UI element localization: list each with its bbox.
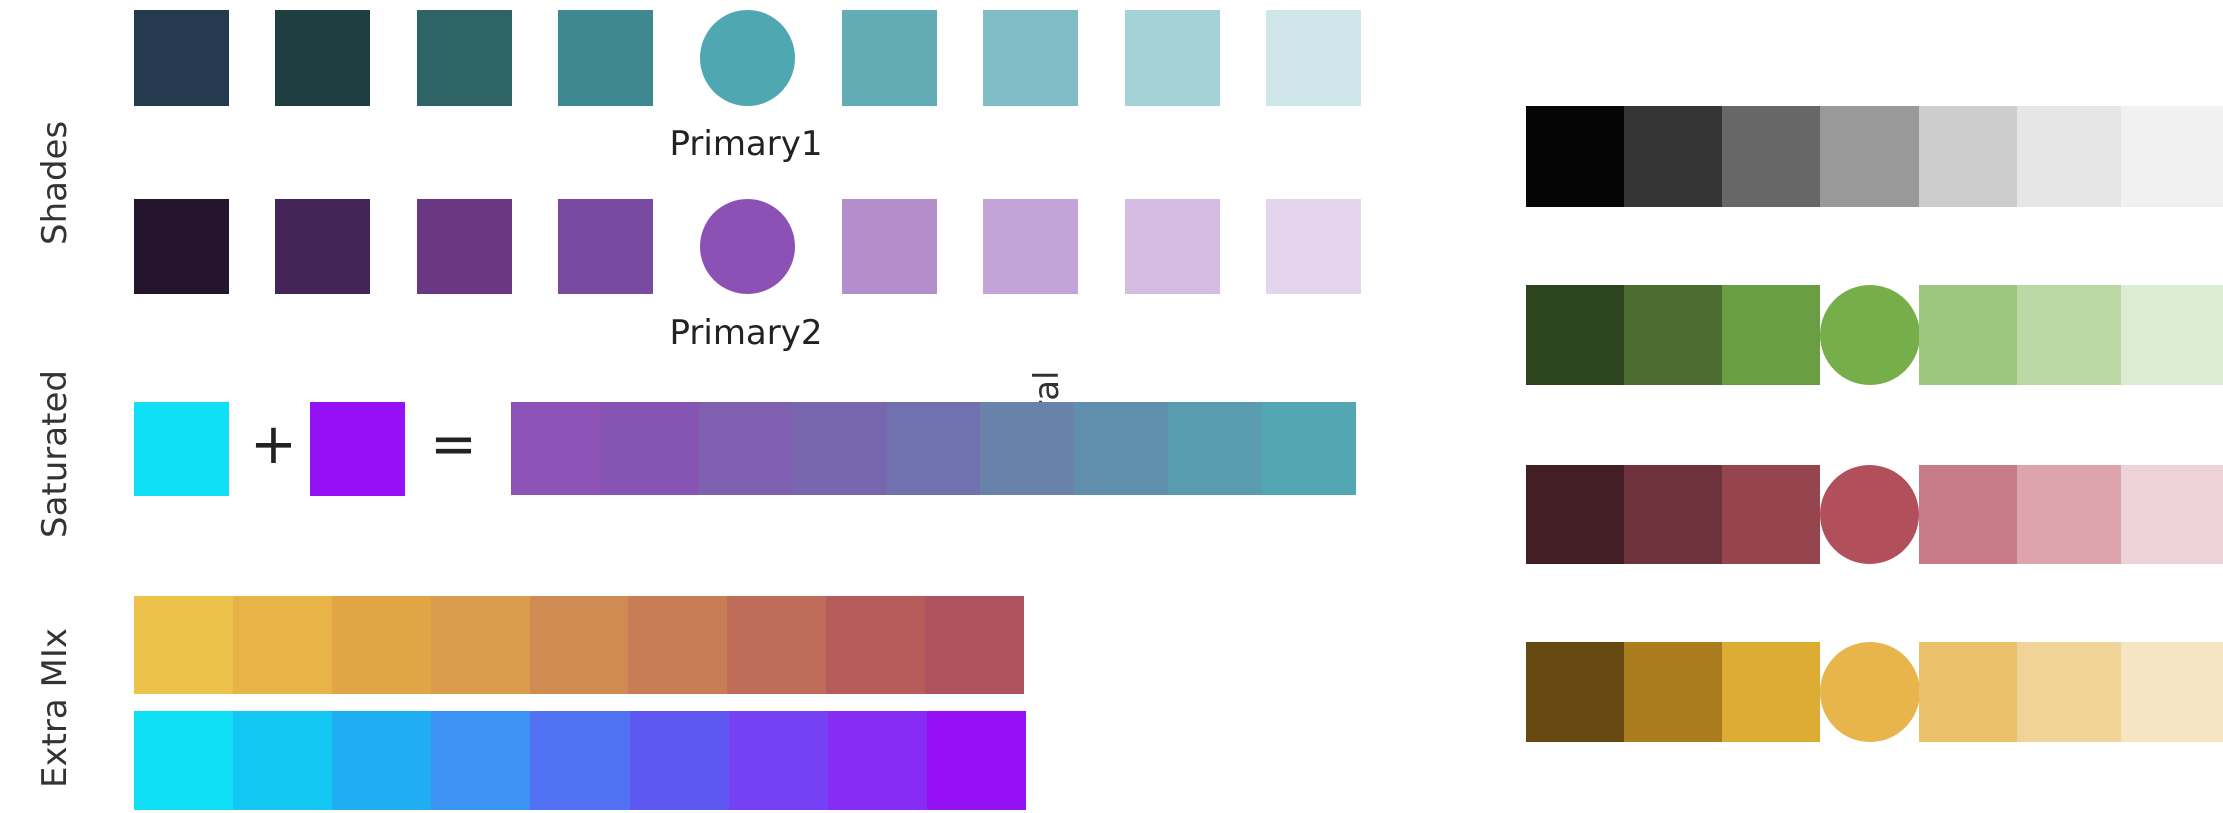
primary1-shade-swatch-4 <box>558 10 653 106</box>
extra-mix-warm-band-4 <box>430 596 530 694</box>
neutral-gray-swatch-5 <box>1919 106 2017 207</box>
saturated-purple-swatch <box>310 402 405 496</box>
primary1-shade-swatch-6 <box>842 10 937 106</box>
extra-mix-cool-band-6 <box>629 711 729 810</box>
saturated-gradient-band-3 <box>698 402 793 495</box>
plus-sign: + <box>250 412 297 477</box>
primary1-shade-swatch-5 <box>700 10 795 106</box>
primary1-shade-swatch-3 <box>417 10 512 106</box>
saturated-label: Saturated <box>35 370 75 538</box>
primary2-shade-swatch-4 <box>558 199 653 294</box>
neutral-red-swatch-5 <box>1919 465 2017 564</box>
saturated-gradient-band-4 <box>792 402 887 495</box>
primary2-shade-swatch-8 <box>1125 199 1220 294</box>
primary1-shade-swatch-7 <box>983 10 1078 106</box>
shades-label: Shades <box>35 120 75 245</box>
saturated-gradient-band-8 <box>1168 402 1263 495</box>
neutral-yellow-swatch-5 <box>1919 642 2017 742</box>
neutral-gray-swatch-7 <box>2121 106 2223 207</box>
neutral-red-swatch-6 <box>2017 465 2121 564</box>
primary2-caption: Primary2 <box>669 313 823 353</box>
neutral-yellow-swatch-1 <box>1526 642 1624 742</box>
neutral-green-swatch-6 <box>2017 285 2121 385</box>
saturated-gradient-band-9 <box>1262 402 1357 495</box>
primary2-shade-swatch-2 <box>275 199 370 294</box>
saturated-gradient-band-6 <box>980 402 1075 495</box>
extra-mix-cool-band-7 <box>728 711 828 810</box>
neutral-red-swatch-3 <box>1722 465 1820 564</box>
neutral-red-swatch-7 <box>2121 465 2223 564</box>
neutral-gray-swatch-2 <box>1624 106 1722 207</box>
neutral-yellow-swatch-3 <box>1722 642 1820 742</box>
primary1-caption: Primary1 <box>669 124 823 164</box>
neutral-red-swatch-2 <box>1624 465 1722 564</box>
primary1-shade-swatch-8 <box>1125 10 1220 106</box>
primary2-shade-swatch-9 <box>1266 199 1361 294</box>
extra-mix-warm-band-2 <box>232 596 332 694</box>
saturated-gradient-band-7 <box>1074 402 1169 495</box>
saturated-cyan-swatch <box>134 402 229 496</box>
primary1-shade-swatch-9 <box>1266 10 1361 106</box>
extra-mix-warm-band-9 <box>925 596 1025 694</box>
extra-mix-cool-band-9 <box>926 711 1026 810</box>
primary2-shade-swatch-3 <box>417 199 512 294</box>
extra-mix-cool-band-2 <box>233 711 333 810</box>
extra-mix-cool-band-1 <box>134 711 234 810</box>
neutral-red-swatch-4 <box>1820 465 1919 564</box>
primary2-shade-swatch-7 <box>983 199 1078 294</box>
neutral-green-swatch-1 <box>1526 285 1624 385</box>
primary2-shade-swatch-1 <box>134 199 229 294</box>
neutral-green-swatch-4 <box>1819 285 1920 385</box>
extra-mix-warm-band-5 <box>529 596 629 694</box>
primary2-shade-swatch-6 <box>842 199 937 294</box>
neutral-gray-swatch-6 <box>2017 106 2121 207</box>
saturated-gradient-band-1 <box>511 402 605 495</box>
extra-mix-cool-band-4 <box>431 711 531 810</box>
extra-mix-warm-band-8 <box>826 596 926 694</box>
neutral-yellow-swatch-7 <box>2121 642 2223 742</box>
neutral-green-swatch-7 <box>2121 285 2223 385</box>
extra-mix-cool-band-5 <box>530 711 630 810</box>
neutral-green-swatch-2 <box>1624 285 1722 385</box>
neutral-yellow-swatch-4 <box>1819 642 1920 742</box>
neutral-green-swatch-3 <box>1722 285 1820 385</box>
neutral-yellow-swatch-2 <box>1624 642 1722 742</box>
extra-mix-cool-strip <box>134 711 1026 810</box>
extra-mix-warm-strip <box>134 596 1025 694</box>
neutral-red-swatch-1 <box>1526 465 1624 564</box>
extra-mix-warm-band-7 <box>727 596 827 694</box>
extra-mix-warm-band-3 <box>331 596 431 694</box>
extra-mix-warm-band-6 <box>628 596 728 694</box>
neutral-yellow-swatch-6 <box>2017 642 2121 742</box>
primary2-shade-swatch-5 <box>700 199 795 294</box>
extra-mix-cool-band-3 <box>332 711 432 810</box>
extra-mix-cool-band-8 <box>827 711 927 810</box>
neutral-gray-swatch-1 <box>1526 106 1624 207</box>
neutral-gray-swatch-3 <box>1722 106 1820 207</box>
saturated-gradient-band-2 <box>604 402 699 495</box>
saturated-gradient-strip <box>511 402 1357 495</box>
extra-mix-warm-band-1 <box>134 596 233 694</box>
saturated-gradient-band-5 <box>886 402 981 495</box>
extra-mix-label: Extra MIx <box>35 627 75 788</box>
primary1-shade-swatch-1 <box>134 10 229 106</box>
neutral-gray-swatch-4 <box>1820 106 1919 207</box>
neutral-green-swatch-5 <box>1919 285 2017 385</box>
primary1-shade-swatch-2 <box>275 10 370 106</box>
equals-sign: = <box>430 412 477 477</box>
